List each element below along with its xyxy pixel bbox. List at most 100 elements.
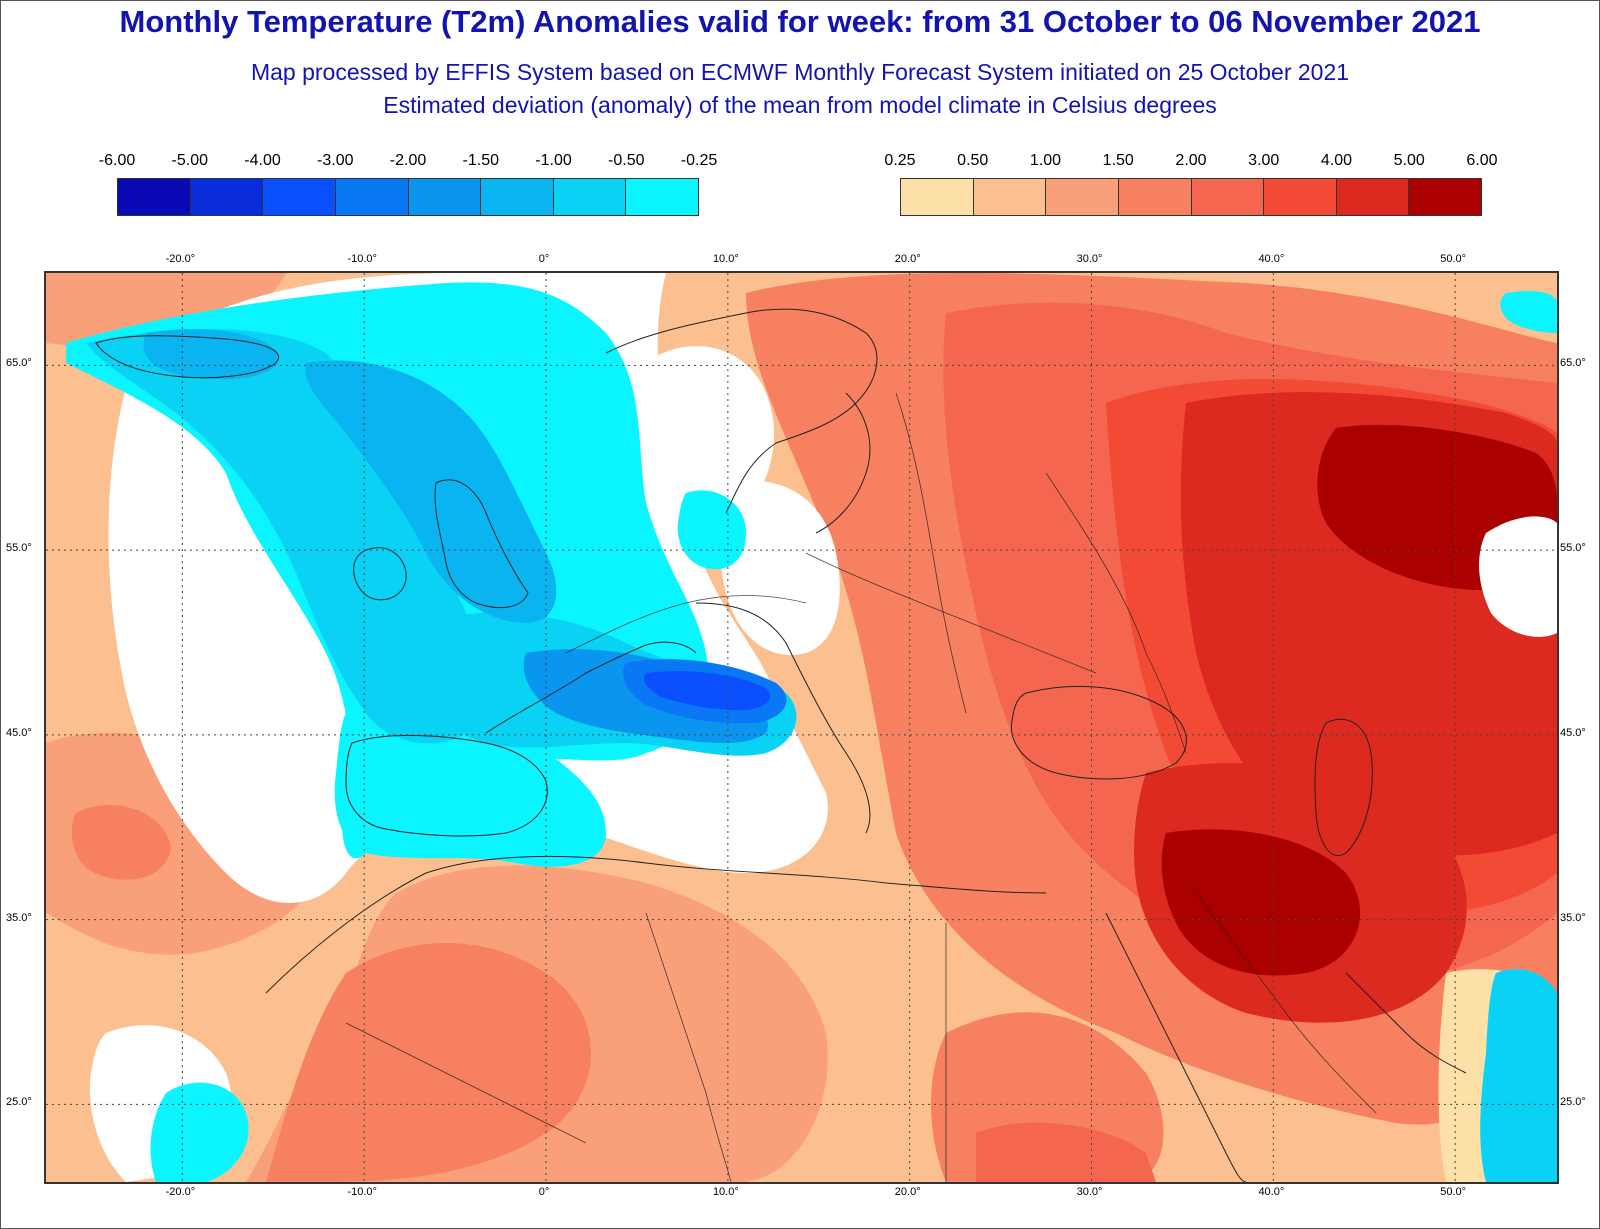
map-subtitle-units: Estimated deviation (anomaly) of the mea… xyxy=(383,92,1217,118)
lon-tick-bottom-5: 30.0° xyxy=(1076,1186,1103,1198)
map-subtitle-processing: Map processed by EFFIS System based on E… xyxy=(250,59,1350,85)
legend-warm-swatch-6 xyxy=(1336,179,1410,215)
coastline-scandinavia xyxy=(605,308,878,514)
legend-warm-anomalies: 0.25 0.50 1.00 1.50 2.00 3.00 4.00 5.00 6.00 xyxy=(884,152,1498,216)
cold-region-northeast-corner xyxy=(1500,291,1557,333)
lon-tick-bottom-0: -20.0° xyxy=(165,1186,196,1198)
legend-warm-swatch-4 xyxy=(1191,179,1265,215)
coastline-caspian-sea xyxy=(1314,718,1373,856)
border-eastern-europe xyxy=(805,552,1097,674)
cold-region-east-africa xyxy=(1480,969,1557,1182)
legend-cold-label-5: -1.50 xyxy=(462,152,499,169)
lon-tick-top-3: 10.0° xyxy=(712,253,739,265)
legend-warm-swatch-2 xyxy=(1046,179,1119,215)
coastlines xyxy=(95,308,1467,1182)
lon-tick-top-5: 30.0° xyxy=(1076,253,1103,265)
warm-region-egypt-core xyxy=(976,1122,1156,1182)
cold-region-minus050-iceland-uk xyxy=(86,329,487,744)
border-russia-west xyxy=(895,392,967,714)
legend-cold-label-1: -5.00 xyxy=(171,152,208,169)
neutral-region-east-edge xyxy=(1479,516,1557,637)
lon-tick-top-0: -20.0° xyxy=(165,253,196,265)
legend-cold-swatch-2 xyxy=(263,179,336,215)
lon-tick-top-7: 50.0° xyxy=(1440,253,1467,265)
legend-cold-label-4: -2.00 xyxy=(389,152,427,169)
legend-cold-anomalies: -6.00 -5.00 -4.00 -3.00 -2.00 -1.50 -1.00 -0.50… xyxy=(99,152,717,216)
lon-tick-top-6: 40.0° xyxy=(1258,253,1285,265)
legend-warm-colorbar xyxy=(900,178,1482,216)
coastline-italy xyxy=(695,602,871,834)
lon-tick-bottom-1: -10.0° xyxy=(347,1186,377,1198)
coastline-biscay xyxy=(485,641,697,734)
lat-tick-left-2: 45.0° xyxy=(6,726,32,739)
lon-tick-bottom-6: 40.0° xyxy=(1258,1186,1285,1198)
lon-tick-bottom-7: 50.0° xyxy=(1440,1186,1467,1198)
cold-region-minus025-denmark xyxy=(677,490,746,570)
map-title: Monthly Temperature (T2m) Anomalies vali… xyxy=(119,4,1481,39)
lon-tick-top-4: 20.0° xyxy=(894,253,921,265)
legend-warm-label-8: 6.00 xyxy=(1466,152,1498,169)
border-central-europe xyxy=(565,595,807,654)
legend-warm-swatch-5 xyxy=(1264,179,1337,215)
legend-cold-swatch-5 xyxy=(481,179,554,215)
cold-region-minus025-iberia xyxy=(334,702,606,867)
coastline-persian-gulf xyxy=(1345,972,1467,1074)
lat-tick-right-4: 25.0° xyxy=(1560,1096,1586,1109)
border-algeria-libya xyxy=(645,912,732,1182)
lat-tick-right-1: 55.0° xyxy=(1560,542,1586,555)
country-borders xyxy=(345,392,1377,1182)
legend-warm-label-5: 3.00 xyxy=(1248,152,1280,169)
lat-tick-left-0: 65.0° xyxy=(6,357,32,370)
lat-tick-right-2: 45.0° xyxy=(1560,726,1586,739)
lat-tick-left-1: 55.0° xyxy=(6,542,32,555)
lon-tick-bottom-4: 20.0° xyxy=(894,1186,921,1198)
coastline-black-sea xyxy=(1010,685,1187,780)
cold-region-canaries xyxy=(150,1082,249,1182)
legend-cold-label-0: -6.00 xyxy=(98,152,136,169)
legend-cold-swatch-1 xyxy=(190,179,264,215)
legend-warm-swatch-0 xyxy=(901,179,974,215)
legend-warm-label-7: 5.00 xyxy=(1393,152,1425,169)
legend-warm-swatch-7 xyxy=(1409,179,1481,215)
warm-region-sahara-west xyxy=(266,943,591,1182)
coastline-ireland xyxy=(353,547,407,601)
legend-cold-label-7: -0.50 xyxy=(608,152,645,169)
lon-tick-bottom-2: 0° xyxy=(538,1186,550,1198)
legend-cold-swatch-4 xyxy=(408,179,482,215)
coastline-gulf-of-bothnia xyxy=(815,392,871,534)
cold-anomaly-regions xyxy=(66,282,1557,1182)
lat-tick-left-3: 35.0° xyxy=(6,911,32,924)
coastline-north-africa xyxy=(265,855,1047,994)
coastline-iceland xyxy=(95,335,279,379)
legend-warm-label-6: 4.00 xyxy=(1320,152,1353,169)
legend-warm-label-4: 2.00 xyxy=(1175,152,1207,169)
cold-region-minus300-alps xyxy=(644,671,770,711)
legend-cold-label-6: -1.00 xyxy=(535,152,572,169)
border-russia-kazakh xyxy=(1045,472,1187,754)
legend-cold-label-2: -4.00 xyxy=(244,152,281,169)
legend-warm-labels: 0.25 0.50 1.00 1.50 2.00 3.00 4.00 5.00 6.00 xyxy=(884,152,1497,178)
lat-tick-left-4: 25.0° xyxy=(6,1096,32,1109)
lat-tick-right-3: 35.0° xyxy=(1560,911,1586,924)
warm-anomaly-regions xyxy=(46,273,1557,1182)
legend-cold-label-3: -3.00 xyxy=(317,152,354,169)
legend-cold-swatch-6 xyxy=(553,179,627,215)
lat-tick-right-0: 65.0° xyxy=(1560,357,1586,370)
neutral-region-baltic xyxy=(719,481,840,655)
warm-region-iraq-max xyxy=(1161,829,1361,976)
legend-warm-swatch-1 xyxy=(973,179,1047,215)
legend-warm-swatch-3 xyxy=(1118,179,1192,215)
graticule-grid xyxy=(46,273,1557,1182)
coastline-iberia xyxy=(345,734,548,837)
legend-warm-label-1: 0.50 xyxy=(957,152,989,169)
legend-cold-label-8: -0.25 xyxy=(680,152,718,169)
border-sahara-west xyxy=(345,1022,587,1144)
cold-region-minus100-uk xyxy=(305,360,557,623)
legend-warm-label-3: 1.50 xyxy=(1102,152,1134,169)
legend-cold-swatch-0 xyxy=(118,179,191,215)
legend-cold-labels: -6.00 -5.00 -4.00 -3.00 -2.00 -1.50 -1.00 -0.50… xyxy=(99,152,717,178)
anomaly-map[interactable] xyxy=(44,271,1559,1184)
anomaly-map-canvas[interactable] xyxy=(46,273,1557,1182)
warm-region-atlantic-core xyxy=(71,805,171,880)
legend-warm-label-0: 0.25 xyxy=(884,152,916,169)
